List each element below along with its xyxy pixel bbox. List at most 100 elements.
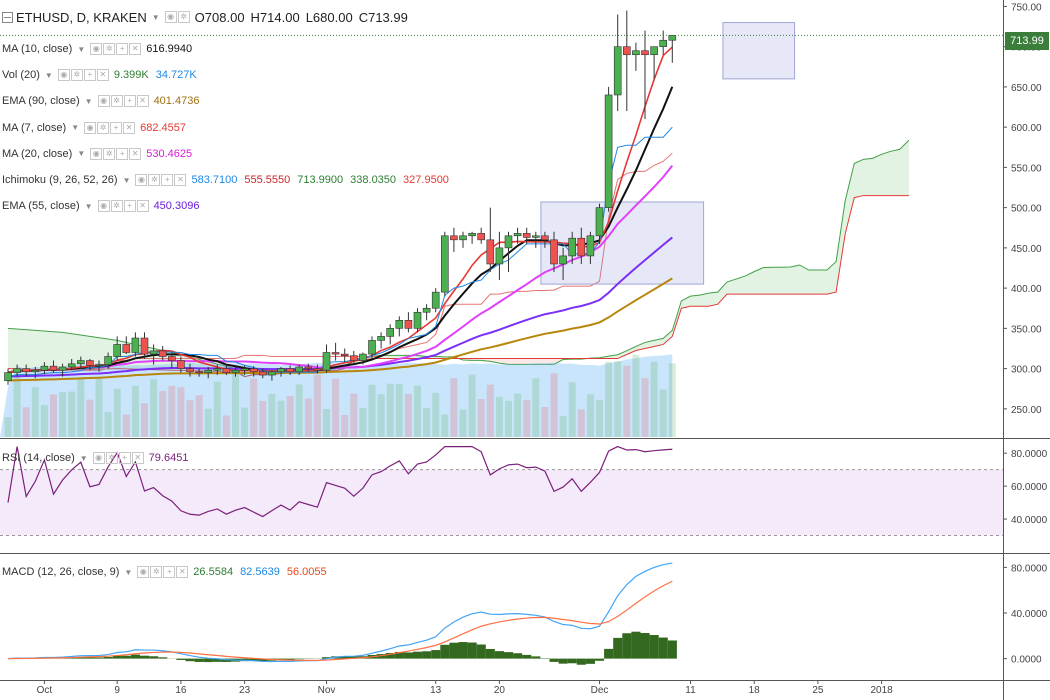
price-tick-label: 450.00: [1011, 244, 1042, 255]
indicator-buttons: ◉ ✲ + ✕: [84, 121, 136, 134]
indicator-legend[interactable]: MACD (12, 26, close, 9) ▼ ◉ ✲ + ✕ 26.5584 82.56…: [0, 563, 334, 581]
settings-icon[interactable]: ✲: [70, 69, 83, 82]
indicator-legend[interactable]: Ichimoku (9, 26, 52, 26) ▼ ◉ ✲ + ✕ 583.7100 555…: [0, 171, 456, 189]
volume-bar: [432, 392, 440, 437]
close-icon[interactable]: ✕: [131, 452, 144, 464]
volume-bar: [350, 393, 358, 437]
price-tick-label: 650.00: [1011, 83, 1042, 94]
settings-icon[interactable]: ✲: [148, 174, 161, 186]
indicator-value: 338.0350: [350, 174, 397, 186]
chevron-down-icon[interactable]: ▼: [44, 70, 53, 80]
settings-icon[interactable]: ✲: [110, 95, 123, 108]
eye-icon[interactable]: ◉: [92, 452, 105, 464]
add-icon[interactable]: +: [161, 174, 174, 186]
add-icon[interactable]: +: [83, 69, 96, 82]
settings-icon[interactable]: ✲: [103, 147, 116, 160]
ichimoku-cloud-segment: [872, 154, 882, 196]
eye-icon[interactable]: ◉: [97, 95, 110, 108]
close-icon[interactable]: ✕: [123, 121, 136, 134]
candle-body: [632, 50, 640, 56]
close-icon[interactable]: ✕: [129, 43, 142, 55]
eye-icon[interactable]: ◉: [90, 147, 103, 160]
close-icon[interactable]: ✕: [96, 69, 109, 82]
eye-icon[interactable]: ◉: [57, 69, 70, 82]
close-icon[interactable]: ✕: [136, 95, 149, 108]
eye-icon[interactable]: ◉: [97, 200, 110, 213]
eye-icon[interactable]: ◉: [84, 121, 97, 134]
macd-histogram-bar: [485, 648, 495, 659]
macd-histogram-bar: [103, 656, 113, 659]
indicator-legend[interactable]: Vol (20) ▼ ◉ ✲ + ✕ 9.399K 34.727K: [0, 66, 204, 84]
indicator-legend[interactable]: MA (7, close) ▼ ◉ ✲ + ✕ 682.4557: [0, 119, 193, 137]
settings-icon[interactable]: ✲: [97, 121, 110, 134]
volume-bar: [40, 405, 48, 437]
candle-body: [440, 235, 449, 293]
candle-body: [413, 311, 422, 329]
eye-icon[interactable]: ◉: [137, 566, 150, 578]
ichimoku-cloud-segment: [517, 358, 527, 365]
settings-icon[interactable]: ✲: [105, 452, 118, 464]
chevron-down-icon[interactable]: ▼: [71, 123, 80, 133]
add-icon[interactable]: +: [123, 95, 136, 108]
ichimoku-cloud-segment: [726, 279, 736, 295]
add-icon[interactable]: +: [163, 566, 176, 578]
volume-bar: [304, 398, 312, 437]
indicator-legend[interactable]: MA (20, close) ▼ ◉ ✲ + ✕ 530.4625: [0, 145, 199, 163]
settings-icon[interactable]: ✲: [150, 566, 163, 578]
eye-icon[interactable]: ◉: [135, 174, 148, 186]
time-tick-label: Oct: [37, 685, 53, 696]
eye-icon[interactable]: ◉: [164, 11, 177, 23]
add-icon[interactable]: +: [110, 121, 123, 134]
close-icon[interactable]: ✕: [176, 566, 189, 578]
macd-tick-label: 0.0000: [1011, 655, 1042, 666]
indicator-name: RSI (14, close): [2, 452, 75, 464]
candle-body: [277, 368, 285, 373]
chevron-down-icon[interactable]: ▼: [84, 201, 93, 211]
indicator-value: 9.399K: [113, 69, 149, 82]
macd-histogram-bar: [403, 652, 413, 659]
open-value: O708.00: [194, 9, 245, 25]
settings-icon[interactable]: ✲: [103, 43, 116, 55]
chevron-down-icon[interactable]: ▼: [84, 96, 93, 106]
chevron-down-icon[interactable]: ▼: [151, 12, 160, 22]
settings-icon[interactable]: ✲: [110, 200, 123, 213]
indicator-buttons: ◉ ✲ + ✕: [97, 200, 149, 213]
candle-body: [268, 371, 276, 376]
ichimoku-cloud-segment: [808, 270, 818, 295]
chevron-down-icon[interactable]: ▼: [77, 149, 86, 159]
chevron-down-icon[interactable]: ▼: [79, 453, 88, 463]
indicator-buttons: ◉ ✲ + ✕: [92, 452, 144, 464]
collapse-icon[interactable]: [2, 11, 13, 23]
indicator-legend[interactable]: RSI (14, close) ▼ ◉ ✲ + ✕ 79.6451: [0, 449, 195, 467]
price-tick-label: 250.00: [1011, 405, 1042, 416]
volume-bar: [404, 394, 412, 437]
macd-histogram-bar: [449, 642, 459, 659]
volume-bar: [323, 409, 330, 437]
add-icon[interactable]: +: [118, 452, 131, 464]
chevron-down-icon[interactable]: ▼: [77, 44, 86, 54]
candle-body: [13, 368, 21, 373]
eye-icon[interactable]: ◉: [90, 43, 103, 55]
add-icon[interactable]: +: [116, 147, 129, 160]
volume-bar: [168, 385, 176, 437]
last-price-tag: 713.99: [1005, 32, 1049, 50]
volume-bar: [259, 400, 267, 437]
indicator-legend[interactable]: MA (10, close) ▼ ◉ ✲ + ✕ 616.9940: [0, 40, 199, 58]
close-icon[interactable]: ✕: [129, 147, 142, 160]
indicator-value: 555.5550: [244, 174, 291, 186]
add-icon[interactable]: +: [123, 200, 136, 213]
close-icon[interactable]: ✕: [174, 174, 187, 186]
add-icon[interactable]: +: [116, 43, 129, 55]
ichimoku-cloud-segment: [62, 332, 118, 371]
chevron-down-icon[interactable]: ▼: [122, 175, 131, 185]
candle-body: [349, 355, 358, 361]
indicator-legend[interactable]: EMA (90, close) ▼ ◉ ✲ + ✕ 401.4736: [0, 92, 206, 110]
indicator-legend[interactable]: EMA (55, close) ▼ ◉ ✲ + ✕ 450.3096: [0, 197, 206, 215]
ichimoku-cloud-segment: [617, 350, 627, 359]
settings-icon[interactable]: ✲: [177, 11, 190, 23]
macd-histogram-bar: [567, 658, 577, 664]
candle-body: [322, 352, 331, 371]
chevron-down-icon[interactable]: ▼: [124, 567, 133, 577]
close-icon[interactable]: ✕: [136, 200, 149, 213]
